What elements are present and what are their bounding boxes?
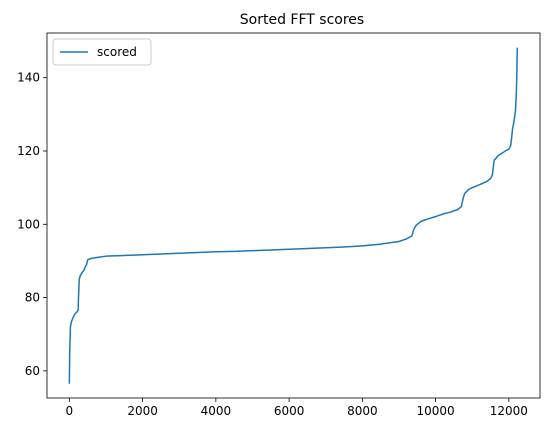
series-line-scored	[68, 47, 519, 384]
x-tick-label: 8000	[347, 404, 378, 418]
y-tick-label: 60	[25, 364, 40, 378]
y-tick-label: 140	[17, 71, 40, 85]
x-tick-label: 6000	[274, 404, 305, 418]
plot-area	[68, 47, 519, 384]
y-axis: 60 80 100 120 140	[17, 71, 47, 378]
x-tick-label: 10000	[417, 404, 455, 418]
axes-frame	[46, 32, 541, 399]
x-tick-label: 12000	[490, 404, 528, 418]
x-tick-label: 2000	[127, 404, 158, 418]
x-tick-label: 4000	[201, 404, 232, 418]
legend-box	[52, 38, 152, 66]
y-tick-label: 100	[17, 217, 40, 231]
y-tick-label: 80	[25, 291, 40, 305]
y-tick-label: 120	[17, 144, 40, 158]
x-axis: 0 2000 4000 6000 8000 10000 12000	[66, 398, 528, 418]
chart-title: Sorted FFT scores	[240, 12, 364, 28]
legend: scored	[52, 38, 152, 66]
x-tick-label: 0	[66, 404, 74, 418]
legend-label-scored: scored	[97, 45, 137, 59]
